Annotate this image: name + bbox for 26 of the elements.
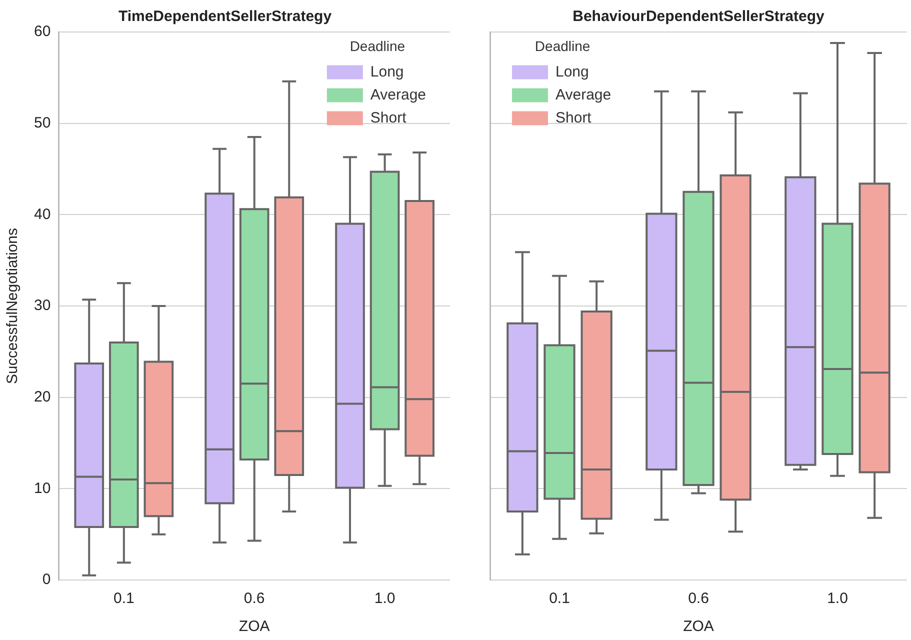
legend-label: Short bbox=[370, 109, 408, 126]
legend-label: Long bbox=[370, 63, 404, 80]
y-tick-label: 0 bbox=[42, 571, 51, 588]
chart-title: TimeDependentSellerStrategy bbox=[118, 8, 332, 26]
x-tick-label: 0.6 bbox=[688, 590, 709, 608]
y-tick-label: 60 bbox=[34, 23, 51, 40]
x-axis-title: ZOA bbox=[683, 618, 714, 636]
y-tick-label: 30 bbox=[34, 297, 51, 314]
x-tick-label: 1.0 bbox=[374, 590, 396, 608]
chart-title: BehaviourDependentSellerStrategy bbox=[572, 8, 826, 26]
legend-title: Deadline bbox=[534, 38, 590, 54]
x-axis-title: ZOA bbox=[238, 618, 270, 636]
legend-label: Average bbox=[370, 86, 426, 104]
y-tick-label: 50 bbox=[34, 114, 51, 132]
x-tick-label: 0.6 bbox=[244, 590, 265, 608]
y-tick-label: 20 bbox=[34, 388, 51, 406]
legend-label: Short bbox=[556, 109, 592, 126]
y-tick-label: 40 bbox=[34, 206, 51, 223]
x-tick-label: 1.0 bbox=[827, 590, 848, 608]
x-tick-label: 0.1 bbox=[549, 590, 570, 608]
legend-label: Long bbox=[556, 63, 589, 80]
y-tick-label: 10 bbox=[34, 480, 51, 497]
y-axis-title: SuccessfulNegotiations bbox=[4, 228, 22, 384]
legend-title: Deadline bbox=[350, 38, 406, 54]
x-tick-label: 0.1 bbox=[113, 590, 134, 608]
legend-label: Average bbox=[556, 86, 612, 104]
